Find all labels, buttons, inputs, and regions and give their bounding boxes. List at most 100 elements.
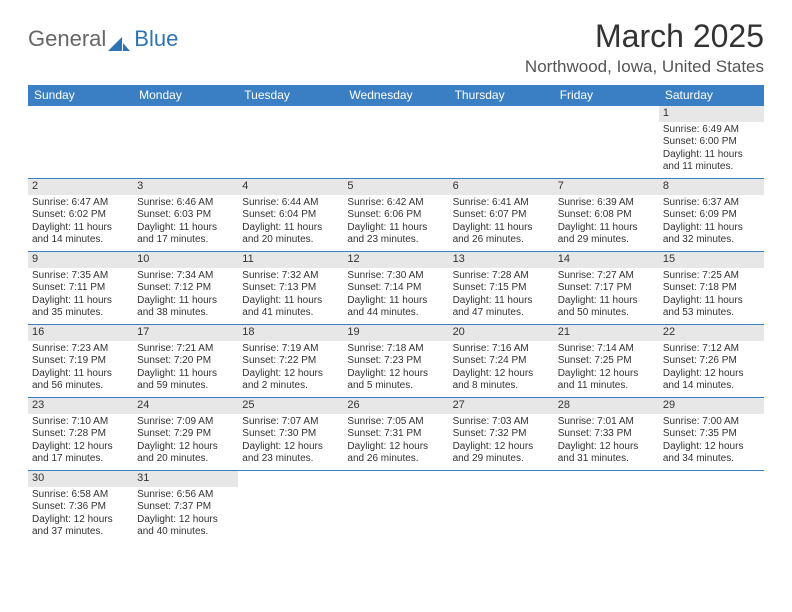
sunset-line: Sunset: 6:04 PM (242, 209, 339, 222)
empty-cell (238, 470, 343, 543)
day-cell: 29Sunrise: 7:00 AMSunset: 7:35 PMDayligh… (659, 397, 764, 470)
sunrise-line: Sunrise: 7:19 AM (242, 343, 339, 356)
weekday-header: Tuesday (238, 85, 343, 105)
logo-text-general: General (28, 26, 106, 52)
day-number: 21 (554, 325, 659, 341)
daylight-line: Daylight: 12 hours and 26 minutes. (347, 441, 444, 466)
sunrise-line: Sunrise: 7:25 AM (663, 270, 760, 283)
sunset-line: Sunset: 7:19 PM (32, 355, 129, 368)
header: General Blue March 2025 Northwood, Iowa,… (28, 18, 764, 83)
empty-cell (343, 105, 448, 178)
weekday-header: Wednesday (343, 85, 448, 105)
sunset-line: Sunset: 7:20 PM (137, 355, 234, 368)
sunrise-line: Sunrise: 7:23 AM (32, 343, 129, 356)
day-cell: 31Sunrise: 6:56 AMSunset: 7:37 PMDayligh… (133, 470, 238, 543)
sunset-line: Sunset: 7:36 PM (32, 501, 129, 514)
sunset-line: Sunset: 7:24 PM (453, 355, 550, 368)
day-cell: 20Sunrise: 7:16 AMSunset: 7:24 PMDayligh… (449, 324, 554, 397)
daylight-line: Daylight: 11 hours and 56 minutes. (32, 368, 129, 393)
sunrise-line: Sunrise: 7:16 AM (453, 343, 550, 356)
sunrise-line: Sunrise: 6:58 AM (32, 489, 129, 502)
day-number: 24 (133, 398, 238, 414)
sunrise-line: Sunrise: 7:21 AM (137, 343, 234, 356)
sunrise-line: Sunrise: 6:47 AM (32, 197, 129, 210)
day-number: 26 (343, 398, 448, 414)
sunrise-line: Sunrise: 7:05 AM (347, 416, 444, 429)
sunset-line: Sunset: 6:06 PM (347, 209, 444, 222)
empty-cell (554, 105, 659, 178)
sunrise-line: Sunrise: 7:01 AM (558, 416, 655, 429)
day-number: 30 (28, 471, 133, 487)
day-number: 1 (659, 106, 764, 122)
daylight-line: Daylight: 11 hours and 38 minutes. (137, 295, 234, 320)
day-cell: 16 Sunrise: 7:23 AMSunset: 7:19 PMDayligh… (28, 324, 133, 397)
day-cell: 1Sunrise: 6:49 AMSunset: 6:00 PMDaylight… (659, 105, 764, 178)
day-cell: 11Sunrise: 7:32 AMSunset: 7:13 PMDayligh… (238, 251, 343, 324)
daylight-line: Daylight: 11 hours and 47 minutes. (453, 295, 550, 320)
empty-cell (449, 470, 554, 543)
sunrise-line: Sunrise: 7:07 AM (242, 416, 339, 429)
day-number: 3 (133, 179, 238, 195)
daylight-line: Daylight: 11 hours and 53 minutes. (663, 295, 760, 320)
sunset-line: Sunset: 7:29 PM (137, 428, 234, 441)
day-cell: 13Sunrise: 7:28 AMSunset: 7:15 PMDayligh… (449, 251, 554, 324)
daylight-line: Daylight: 12 hours and 20 minutes. (137, 441, 234, 466)
sunrise-line: Sunrise: 6:46 AM (137, 197, 234, 210)
month-title: March 2025 (525, 18, 764, 55)
weekday-header: Thursday (449, 85, 554, 105)
weekday-header: Friday (554, 85, 659, 105)
sunset-line: Sunset: 6:03 PM (137, 209, 234, 222)
day-number: 11 (238, 252, 343, 268)
day-cell: 4Sunrise: 6:44 AMSunset: 6:04 PMDaylight… (238, 178, 343, 251)
day-cell: 28 Sunrise: 7:01 AMSunset: 7:33 PMDayligh… (554, 397, 659, 470)
day-number: 27 (449, 398, 554, 414)
daylight-line: Daylight: 11 hours and 50 minutes. (558, 295, 655, 320)
day-number: 7 (554, 179, 659, 195)
empty-cell (238, 105, 343, 178)
day-number: 18 (238, 325, 343, 341)
sunrise-line: Sunrise: 6:42 AM (347, 197, 444, 210)
sunset-line: Sunset: 7:17 PM (558, 282, 655, 295)
sunset-line: Sunset: 7:22 PM (242, 355, 339, 368)
day-cell: 15Sunrise: 7:25 AMSunset: 7:18 PMDayligh… (659, 251, 764, 324)
day-number: 14 (554, 252, 659, 268)
daylight-line: Daylight: 12 hours and 14 minutes. (663, 368, 760, 393)
day-number: 10 (133, 252, 238, 268)
sunset-line: Sunset: 7:33 PM (558, 428, 655, 441)
weekday-header: Saturday (659, 85, 764, 105)
day-number: 19 (343, 325, 448, 341)
sunrise-line: Sunrise: 7:12 AM (663, 343, 760, 356)
sunrise-line: Sunrise: 7:28 AM (453, 270, 550, 283)
day-cell: 22Sunrise: 7:12 AMSunset: 7:26 PMDayligh… (659, 324, 764, 397)
empty-cell (449, 105, 554, 178)
sunrise-line: Sunrise: 7:30 AM (347, 270, 444, 283)
logo-sail-icon (108, 31, 130, 47)
daylight-line: Daylight: 12 hours and 40 minutes. (137, 514, 234, 539)
day-number: 6 (449, 179, 554, 195)
daylight-line: Daylight: 11 hours and 11 minutes. (663, 149, 760, 174)
day-number: 4 (238, 179, 343, 195)
sunrise-line: Sunrise: 7:18 AM (347, 343, 444, 356)
sunrise-line: Sunrise: 7:09 AM (137, 416, 234, 429)
daylight-line: Daylight: 11 hours and 35 minutes. (32, 295, 129, 320)
day-cell: 8Sunrise: 6:37 AMSunset: 6:09 PMDaylight… (659, 178, 764, 251)
sunrise-line: Sunrise: 6:44 AM (242, 197, 339, 210)
daylight-line: Daylight: 12 hours and 31 minutes. (558, 441, 655, 466)
daylight-line: Daylight: 11 hours and 41 minutes. (242, 295, 339, 320)
daylight-line: Daylight: 12 hours and 2 minutes. (242, 368, 339, 393)
daylight-line: Daylight: 11 hours and 44 minutes. (347, 295, 444, 320)
sunrise-line: Sunrise: 7:14 AM (558, 343, 655, 356)
day-number: 28 (554, 398, 659, 414)
day-number: 20 (449, 325, 554, 341)
sunrise-line: Sunrise: 6:41 AM (453, 197, 550, 210)
day-number: 29 (659, 398, 764, 414)
sunrise-line: Sunrise: 7:35 AM (32, 270, 129, 283)
day-cell: 7Sunrise: 6:39 AMSunset: 6:08 PMDaylight… (554, 178, 659, 251)
sunset-line: Sunset: 7:28 PM (32, 428, 129, 441)
daylight-line: Daylight: 11 hours and 14 minutes. (32, 222, 129, 247)
day-cell: 14Sunrise: 7:27 AMSunset: 7:17 PMDayligh… (554, 251, 659, 324)
day-number: 16 (28, 325, 133, 341)
day-number: 22 (659, 325, 764, 341)
sunset-line: Sunset: 7:14 PM (347, 282, 444, 295)
day-cell: 30Sunrise: 6:58 AMSunset: 7:36 PMDayligh… (28, 470, 133, 543)
